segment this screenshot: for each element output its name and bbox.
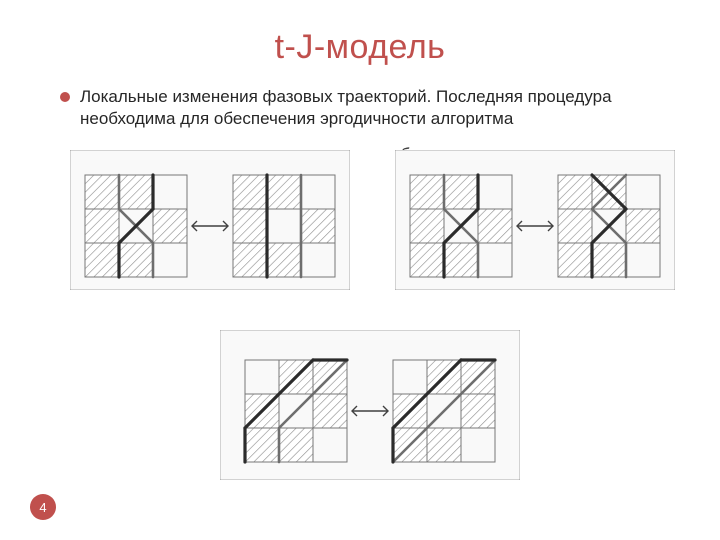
- body-text: Локальные изменения фазовых траекторий. …: [60, 86, 680, 130]
- slide: t-J-модель Локальные изменения фазовых т…: [0, 0, 720, 540]
- diagram-panel-b: [395, 150, 675, 290]
- bullet-text: Локальные изменения фазовых траекторий. …: [80, 86, 680, 130]
- slide-title: t-J-модель: [0, 28, 720, 67]
- bullet-icon: [60, 92, 70, 102]
- page-number-badge: 4: [30, 494, 56, 520]
- bullet-item: Локальные изменения фазовых траекторий. …: [60, 86, 680, 130]
- diagram-panel-a: [70, 150, 350, 290]
- diagram-panel-c: [220, 330, 520, 480]
- page-number: 4: [39, 500, 46, 515]
